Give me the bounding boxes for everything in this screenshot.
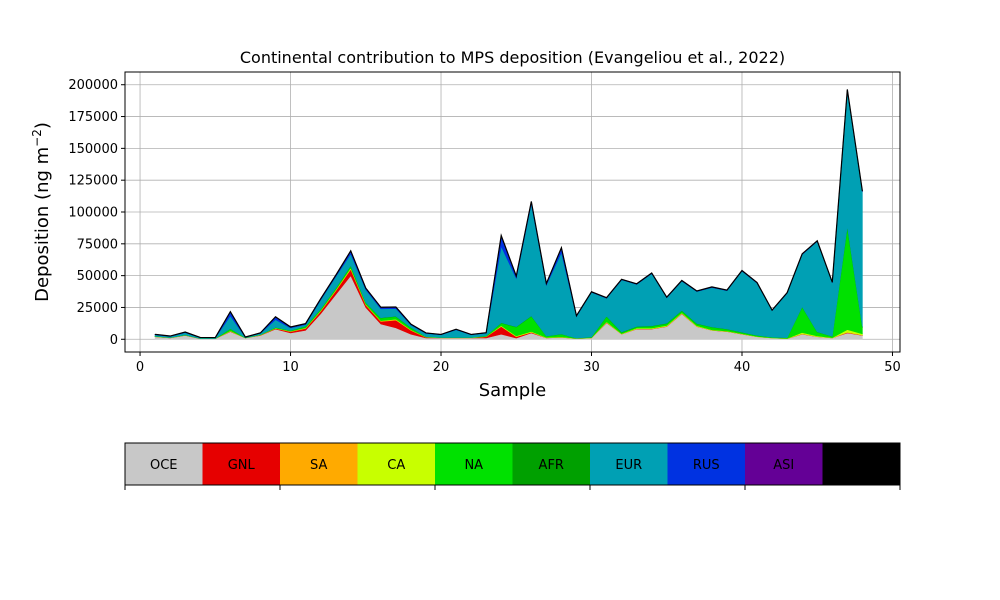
y-axis-label-exponent: −2 <box>30 129 44 147</box>
y-tick-label: 25000 <box>77 301 118 316</box>
axes: 0 10 20 30 40 50 0 25000 50000 75000 100000 125000 1… <box>68 71 901 375</box>
total-outline <box>155 89 863 339</box>
y-tick-label: 200000 <box>68 78 118 93</box>
legend-swatch-ca <box>357 443 435 485</box>
y-tick-label: 125000 <box>68 174 118 189</box>
grid <box>125 72 900 352</box>
legend-label-na: NA <box>464 458 483 473</box>
legend-swatch-sa <box>280 443 358 485</box>
x-tick-label: 40 <box>734 360 751 375</box>
legend-swatch-oce <box>125 443 203 485</box>
y-tick-label: 175000 <box>68 110 118 125</box>
legend-swatch-aus <box>822 443 900 485</box>
y-tick-label: 0 <box>110 333 118 348</box>
colorbar-legend: OCE GNL SA CA NA AFR EUR RUS ASI AUS <box>124 442 901 490</box>
legend-label-oce: OCE <box>150 458 178 473</box>
legend-frame <box>124 442 901 486</box>
y-axis-label-main: Deposition (ng m <box>32 147 53 302</box>
y-tick-label: 150000 <box>68 142 118 157</box>
x-tick-label: 30 <box>583 360 600 375</box>
legend-swatch-rus <box>667 443 745 485</box>
chart-title: Continental contribution to MPS depositi… <box>240 48 785 67</box>
stacked-areas <box>154 89 863 340</box>
legend-label-afr: AFR <box>539 458 564 473</box>
legend-label-asi: ASI <box>773 458 794 473</box>
x-tick-label: 10 <box>282 360 299 375</box>
legend-label-eur: EUR <box>615 458 642 473</box>
legend-label-gnl: GNL <box>228 458 256 473</box>
legend-swatch-na <box>435 443 513 485</box>
legend-label-ca: CA <box>387 458 405 473</box>
legend-swatch-asi <box>745 443 823 485</box>
x-tick-label: 20 <box>433 360 450 375</box>
y-tick-label: 100000 <box>68 206 118 221</box>
y-axis-label-close: ) <box>32 122 53 129</box>
legend-label-aus: AUS <box>848 458 875 473</box>
legend-swatch-eur <box>590 443 668 485</box>
x-axis-label: Sample <box>479 380 547 401</box>
legend-swatch-afr <box>512 443 590 485</box>
legend-label-rus: RUS <box>693 458 720 473</box>
x-tick-label: 0 <box>136 360 144 375</box>
y-tick-label: 75000 <box>77 237 118 252</box>
x-tick-label: 50 <box>884 360 901 375</box>
legend-label-sa: SA <box>310 458 327 473</box>
legend-swatch-gnl <box>202 443 280 485</box>
y-tick-label: 50000 <box>77 269 118 284</box>
y-axis-label: Deposition (ng m−2) <box>30 122 53 302</box>
